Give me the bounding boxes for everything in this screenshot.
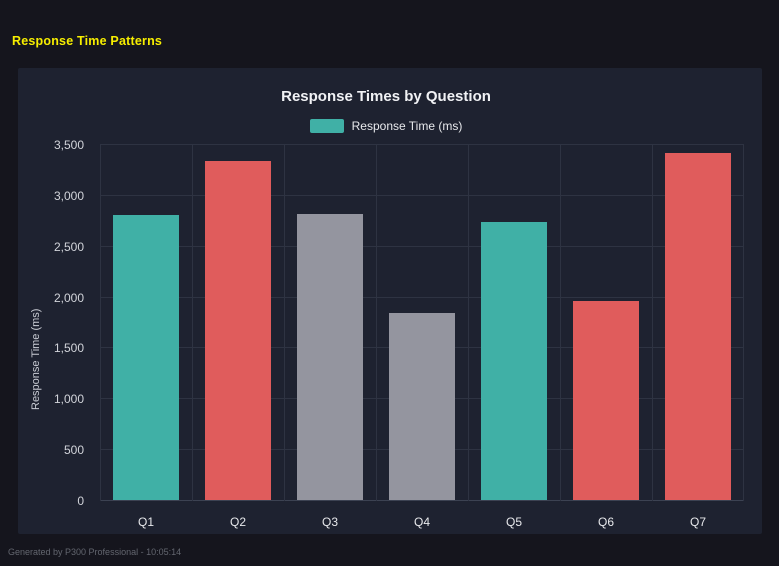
gridline-horizontal [100, 194, 744, 196]
x-axis-label: Q4 [413, 515, 430, 529]
chart-body: Response Time (ms) 0 500 1,000 1,500 2,000 2,… [28, 138, 744, 537]
bar-q2 [204, 161, 272, 500]
gridline-vertical [284, 145, 285, 501]
y-axis-ticks: 0 500 1,000 1,500 2,000 2,500 3,000 3,500 [44, 138, 94, 508]
gridline-horizontal [100, 245, 744, 247]
x-axis-label: Q5 [505, 515, 522, 529]
x-axis-label: Q1 [137, 515, 154, 529]
gridline-vertical [192, 145, 193, 501]
y-axis-title: Response Time (ms) [30, 308, 42, 410]
gridline-vertical [100, 145, 101, 501]
y-tick-label: 1,500 [53, 341, 84, 356]
x-axis-labels: Q1 Q2 Q3 Q4 Q5 Q6 Q7 [100, 515, 744, 529]
gridline-horizontal [100, 296, 744, 298]
plot-area [100, 144, 744, 501]
bar-q1 [112, 215, 180, 500]
y-tick-label: 0 [77, 494, 84, 508]
gridline-vertical [652, 145, 653, 501]
plot-wrap: 0 500 1,000 1,500 2,000 2,500 3,000 3,500 Q1 Q2 Q… [44, 138, 744, 537]
gridline-vertical [560, 145, 561, 501]
y-tick-label: 3,000 [53, 188, 84, 203]
x-axis-label: Q2 [229, 515, 246, 529]
y-tick-label: 500 [63, 443, 84, 458]
gridline-vertical [376, 145, 377, 501]
gridline-horizontal [100, 500, 744, 501]
bar-q7 [664, 153, 732, 500]
y-tick-label: 1,000 [53, 392, 84, 407]
x-axis-label: Q7 [689, 515, 706, 529]
page-title: Response Time Patterns [12, 34, 163, 48]
x-axis-label: Q6 [597, 515, 614, 529]
bar-q4 [388, 312, 456, 500]
chart-title: Response Times by Question [281, 88, 491, 105]
bar-q6 [572, 300, 640, 500]
bar-q5 [480, 222, 548, 500]
y-tick-label: 2,000 [53, 290, 84, 305]
chart-panel: Response Times by Question Response Time… [18, 68, 762, 534]
x-axis-label: Q3 [321, 515, 338, 529]
y-tick-label: 3,500 [53, 138, 84, 152]
footer-text: Generated by P300 Professional - 10:05:1… [8, 547, 182, 557]
bar-q3 [296, 214, 364, 500]
gridline-vertical [468, 145, 469, 501]
gridline-horizontal [100, 144, 744, 145]
legend-swatch-icon [309, 119, 344, 133]
legend-item-response-time[interactable]: Response Time (ms) [28, 119, 744, 133]
gridline-vertical [743, 145, 744, 501]
y-tick-label: 2,500 [53, 239, 84, 254]
legend-label: Response Time (ms) [351, 119, 463, 133]
